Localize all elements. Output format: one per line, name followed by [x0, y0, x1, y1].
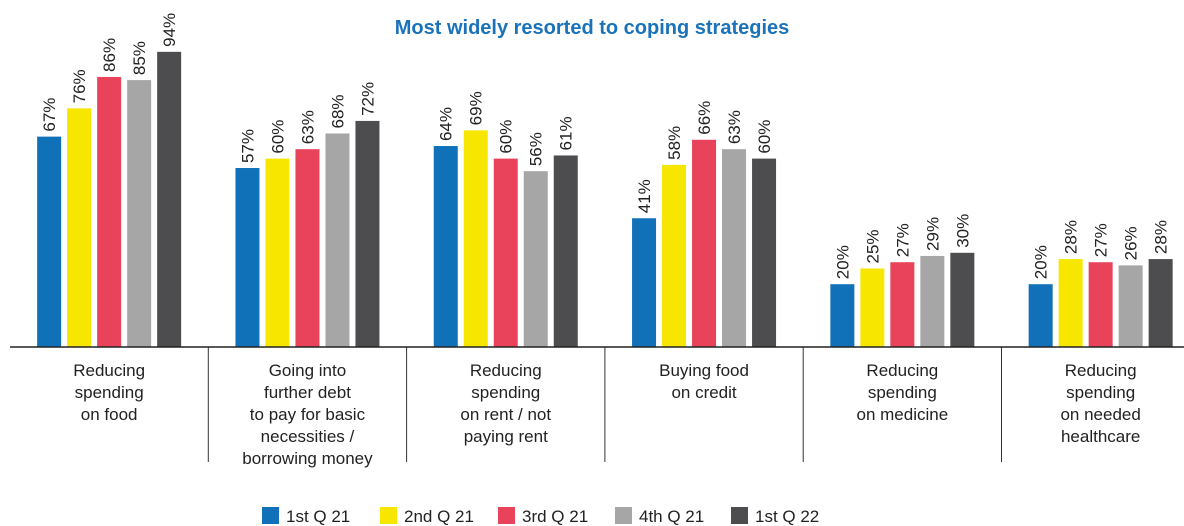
legend-swatch — [615, 507, 632, 524]
value-label: 66% — [695, 101, 714, 135]
bar — [463, 130, 488, 347]
bar — [1088, 262, 1113, 347]
value-label: 76% — [70, 69, 89, 103]
bar — [127, 80, 152, 347]
bar — [493, 158, 518, 347]
bar — [890, 262, 915, 347]
legend-label: 1st Q 22 — [755, 507, 819, 526]
value-label: 20% — [833, 245, 852, 279]
value-label: 28% — [1152, 220, 1171, 254]
category-label: Reducing spending on needed healthcare — [1060, 361, 1140, 446]
value-label: 25% — [863, 229, 882, 263]
value-label: 68% — [328, 94, 347, 128]
value-label: 72% — [358, 82, 377, 116]
bar — [553, 155, 578, 347]
bar — [523, 171, 548, 347]
legend-swatch — [498, 507, 515, 524]
bar — [1118, 265, 1143, 347]
bar — [67, 108, 92, 347]
bar — [157, 51, 182, 348]
bar — [722, 149, 747, 347]
bar — [325, 133, 350, 347]
bar — [37, 136, 62, 347]
bar — [830, 284, 855, 347]
bar — [235, 168, 260, 347]
legend-label: 3rd Q 21 — [522, 507, 588, 526]
bar — [920, 255, 945, 347]
bar — [860, 268, 885, 347]
legend-swatch — [731, 507, 748, 524]
category-label: Reducing spending on food — [73, 361, 145, 424]
value-label: 63% — [725, 110, 744, 144]
bar — [950, 252, 975, 347]
bar — [265, 158, 290, 347]
value-label: 28% — [1062, 220, 1081, 254]
value-label: 60% — [497, 120, 516, 154]
bar — [1148, 259, 1173, 347]
legend-label: 4th Q 21 — [639, 507, 704, 526]
legend-swatch — [380, 507, 397, 524]
legend-label: 1st Q 21 — [286, 507, 350, 526]
chart-title: Most widely resorted to coping strategie… — [395, 17, 790, 39]
legend-label: 2nd Q 21 — [404, 507, 474, 526]
bar — [295, 149, 320, 347]
bar — [692, 139, 717, 347]
value-label: 20% — [1032, 245, 1051, 279]
value-label: 27% — [893, 223, 912, 257]
value-label: 60% — [755, 120, 774, 154]
bar — [662, 164, 687, 347]
category-label: Buying food on credit — [659, 361, 749, 402]
bar — [632, 218, 657, 347]
value-label: 69% — [467, 91, 486, 125]
bar — [355, 120, 380, 347]
value-label: 27% — [1092, 223, 1111, 257]
value-label: 29% — [923, 217, 942, 251]
bar — [752, 158, 777, 347]
value-label: 85% — [130, 41, 149, 75]
value-label: 56% — [527, 132, 546, 166]
bar — [97, 76, 122, 348]
value-label: 58% — [665, 126, 684, 160]
legend-swatch — [262, 507, 279, 524]
bar — [433, 146, 458, 347]
category-label: Going into further debt to pay for basic ne… — [242, 361, 373, 468]
value-label: 86% — [100, 38, 119, 72]
value-label: 63% — [298, 110, 317, 144]
value-label: 94% — [160, 13, 179, 47]
value-label: 26% — [1122, 226, 1141, 260]
category-label: Reducing spending on medicine — [857, 361, 949, 424]
bar — [1028, 284, 1053, 347]
value-label: 67% — [40, 98, 59, 132]
value-label: 60% — [268, 120, 287, 154]
value-label: 30% — [953, 214, 972, 248]
bar — [1058, 259, 1083, 347]
value-label: 57% — [238, 129, 257, 163]
category-label: Reducing spending on rent / not paying rent — [460, 361, 551, 446]
value-label: 41% — [635, 179, 654, 213]
value-label: 64% — [437, 107, 456, 141]
value-label: 61% — [557, 116, 576, 150]
